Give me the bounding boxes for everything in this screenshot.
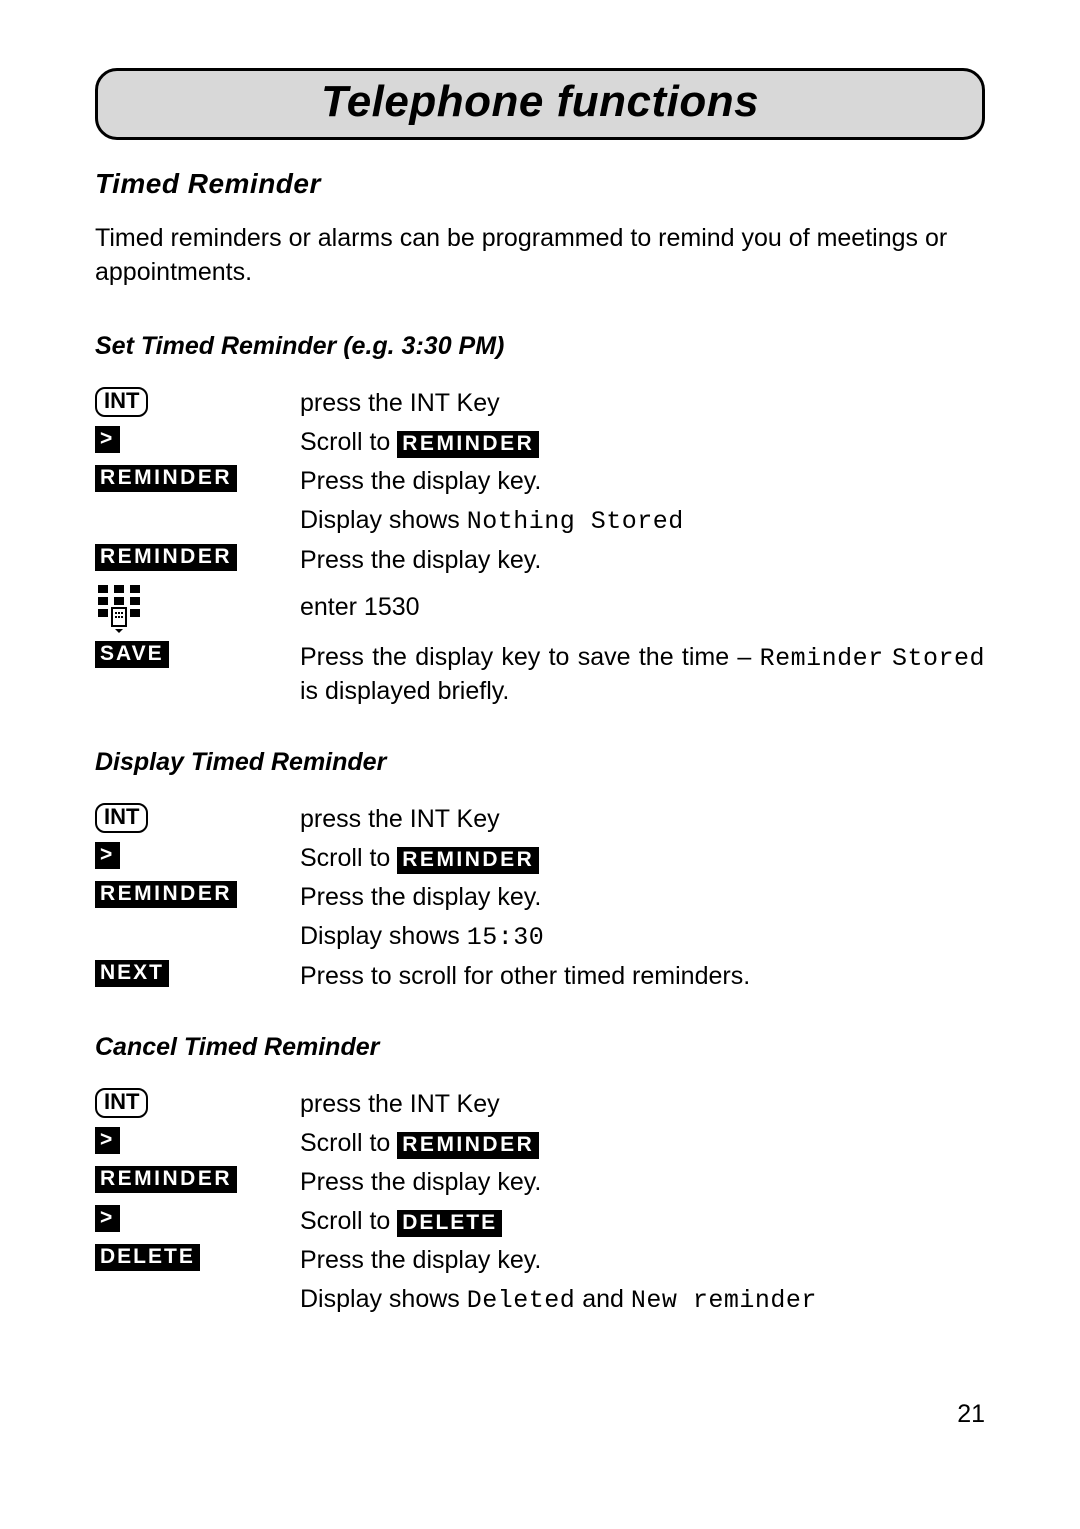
step-desc: Scroll to REMINDER — [300, 1127, 985, 1160]
text: and — [575, 1285, 631, 1313]
section-heading: Timed Reminder — [95, 168, 985, 200]
step-row: REMINDER Press the display key. — [95, 1166, 985, 1199]
step-desc: Scroll to DELETE — [300, 1205, 985, 1238]
reminder-key-icon: REMINDER — [95, 881, 237, 908]
reminder-key-icon: REMINDER — [95, 1166, 237, 1193]
step-desc: Press the display key. — [300, 544, 985, 577]
step-desc: press the INT Key — [300, 1088, 985, 1121]
delete-key-icon: DELETE — [95, 1244, 200, 1271]
step-desc: Display shows Deleted and New reminder — [300, 1283, 985, 1317]
step-desc: Press the display key. — [300, 465, 985, 498]
step-row: SAVE Press the display key to save the t… — [95, 641, 985, 708]
step-row: REMINDER Press the display key. — [95, 881, 985, 914]
display-text: Stored — [892, 644, 985, 673]
step-desc: press the INT Key — [300, 803, 985, 836]
step-row: > Scroll to DELETE — [95, 1205, 985, 1238]
step-row: REMINDER Press the display key. — [95, 465, 985, 498]
reminder-key-icon: REMINDER — [95, 465, 237, 492]
display-text: Reminder — [760, 644, 884, 673]
reminder-key-icon: REMINDER — [397, 847, 539, 874]
step-row: NEXT Press to scroll for other timed rem… — [95, 960, 985, 993]
step-row: enter 1530 — [95, 583, 985, 633]
step-row: > Scroll to REMINDER — [95, 842, 985, 875]
step-row: INT press the INT Key — [95, 803, 985, 836]
text: Press the display key to save the time – — [300, 643, 760, 671]
keypad-icon — [95, 583, 143, 633]
step-desc: Display shows 15:30 — [300, 920, 985, 954]
reminder-key-icon: REMINDER — [95, 544, 237, 571]
manual-page: Telephone functions Timed Reminder Timed… — [0, 0, 1080, 1529]
int-key-icon: INT — [95, 387, 148, 417]
int-key-icon: INT — [95, 1088, 148, 1118]
text: Display shows — [300, 922, 467, 950]
text: Display shows — [300, 1285, 467, 1313]
steps-set: INT press the INT Key > Scroll to REMIND… — [95, 387, 985, 708]
text: is displayed briefly. — [300, 677, 509, 705]
step-desc: Scroll to REMINDER — [300, 426, 985, 459]
text: Scroll to — [300, 844, 397, 872]
steps-cancel: INT press the INT Key > Scroll to REMIND… — [95, 1088, 985, 1317]
step-row: INT press the INT Key — [95, 1088, 985, 1121]
step-row: REMINDER Press the display key. — [95, 544, 985, 577]
step-desc: enter 1530 — [300, 591, 985, 624]
text: Scroll to — [300, 1207, 397, 1235]
chevron-key-icon: > — [95, 1127, 120, 1154]
subheading-display: Display Timed Reminder — [95, 748, 985, 777]
subheading-cancel: Cancel Timed Reminder — [95, 1033, 985, 1062]
step-row: INT press the INT Key — [95, 387, 985, 420]
page-title: Telephone functions — [321, 77, 759, 126]
reminder-key-icon: REMINDER — [397, 431, 539, 458]
intro-text: Timed reminders or alarms can be program… — [95, 222, 985, 290]
step-desc: Press the display key. — [300, 881, 985, 914]
step-row: > Scroll to REMINDER — [95, 426, 985, 459]
page-number: 21 — [957, 1400, 985, 1429]
text: Display shows — [300, 506, 467, 534]
display-text: 15:30 — [467, 923, 545, 952]
step-desc: press the INT Key — [300, 387, 985, 420]
step-row: Display shows 15:30 — [95, 920, 985, 954]
step-row: DELETE Press the display key. — [95, 1244, 985, 1277]
step-desc: Press the display key to save the time –… — [300, 641, 985, 708]
delete-key-icon: DELETE — [397, 1210, 502, 1237]
display-text: Nothing Stored — [467, 507, 684, 536]
step-desc: Press the display key. — [300, 1166, 985, 1199]
display-text: New reminder — [631, 1286, 817, 1315]
step-desc: Scroll to REMINDER — [300, 842, 985, 875]
step-desc: Display shows Nothing Stored — [300, 504, 985, 538]
text: Scroll to — [300, 1129, 397, 1157]
step-desc: Press to scroll for other timed reminder… — [300, 960, 985, 993]
steps-display: INT press the INT Key > Scroll to REMIND… — [95, 803, 985, 993]
step-row: Display shows Deleted and New reminder — [95, 1283, 985, 1317]
reminder-key-icon: REMINDER — [397, 1132, 539, 1159]
next-key-icon: NEXT — [95, 960, 169, 987]
chevron-key-icon: > — [95, 426, 120, 453]
chevron-key-icon: > — [95, 1205, 120, 1232]
step-row: Display shows Nothing Stored — [95, 504, 985, 538]
chevron-key-icon: > — [95, 842, 120, 869]
subheading-set: Set Timed Reminder (e.g. 3:30 PM) — [95, 332, 985, 361]
save-key-icon: SAVE — [95, 641, 169, 668]
text: Scroll to — [300, 428, 397, 456]
step-row: > Scroll to REMINDER — [95, 1127, 985, 1160]
int-key-icon: INT — [95, 803, 148, 833]
display-text: Deleted — [467, 1286, 576, 1315]
page-title-bar: Telephone functions — [95, 68, 985, 140]
step-desc: Press the display key. — [300, 1244, 985, 1277]
